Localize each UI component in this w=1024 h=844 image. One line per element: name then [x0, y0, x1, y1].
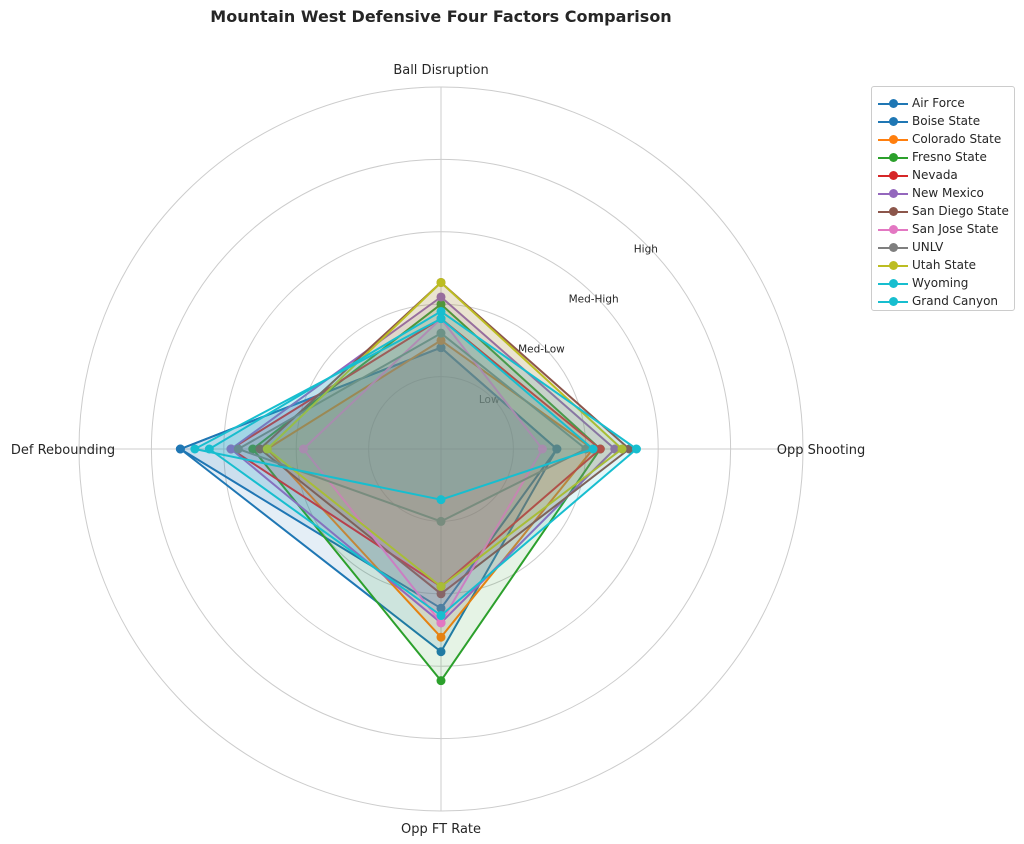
- legend-marker-icon: [878, 206, 908, 218]
- series-wyoming: [204, 306, 641, 621]
- data-point: [436, 343, 446, 353]
- legend-label: Air Force: [912, 96, 965, 110]
- axis-label-opp-shooting: Opp Shooting: [777, 443, 865, 458]
- legend-item: San Jose State: [872, 221, 1014, 239]
- data-point: [436, 647, 446, 657]
- series-area: [267, 340, 593, 638]
- legend-marker-icon: [878, 224, 908, 236]
- data-point: [233, 444, 243, 454]
- legend-item: Nevada: [872, 167, 1014, 185]
- series-area: [180, 347, 557, 652]
- legend-marker-icon: [878, 188, 908, 200]
- series-area: [267, 282, 622, 587]
- legend-item: New Mexico: [872, 185, 1014, 203]
- data-point: [436, 516, 446, 526]
- data-point: [436, 299, 446, 309]
- legend-label: San Jose State: [912, 222, 999, 236]
- legend-marker-icon: [878, 170, 908, 182]
- legend-item: Grand Canyon: [872, 293, 1014, 311]
- legend-label: Fresno State: [912, 150, 987, 164]
- legend-label: UNLV: [912, 240, 944, 254]
- axis-label-ball-disruption: Ball Disruption: [393, 63, 488, 78]
- data-point: [436, 495, 446, 505]
- legend-label: Utah State: [912, 258, 977, 272]
- legend-marker-icon: [878, 152, 908, 164]
- legend-marker-icon: [878, 242, 908, 254]
- data-point: [436, 589, 446, 599]
- legend: Air Force Boise State Colorado State Fresno…: [871, 86, 1015, 311]
- data-point: [175, 444, 185, 454]
- legend-item: UNLV: [872, 239, 1014, 257]
- series-utah-state: [262, 277, 627, 592]
- ring-label: Low: [479, 394, 500, 406]
- series-area: [231, 297, 615, 623]
- series-layer: [175, 277, 641, 686]
- legend-item: Air Force: [872, 95, 1014, 113]
- data-point: [436, 277, 446, 287]
- legend-item: Colorado State: [872, 131, 1014, 149]
- legend-marker-icon: [878, 98, 908, 110]
- data-point: [226, 444, 236, 454]
- data-point: [588, 444, 598, 454]
- data-point: [436, 618, 446, 628]
- data-point: [298, 444, 308, 454]
- chart-title: Mountain West Defensive Four Factors Com…: [210, 7, 671, 26]
- data-point: [436, 582, 446, 592]
- data-point: [624, 444, 634, 454]
- legend-label: New Mexico: [912, 186, 984, 200]
- legend-label: Grand Canyon: [912, 294, 999, 308]
- ring-label: Med-Low: [518, 344, 565, 356]
- data-point: [262, 444, 272, 454]
- data-point: [595, 444, 605, 454]
- axis-label-opp-ft-rate: Opp FT Rate: [401, 822, 481, 837]
- data-point: [537, 444, 547, 454]
- legend-marker-icon: [878, 278, 908, 290]
- legend-label: Colorado State: [912, 132, 1002, 146]
- legend-label: San Diego State: [912, 204, 1009, 218]
- data-point: [436, 314, 446, 324]
- series-area: [303, 318, 543, 623]
- series-grand-canyon: [190, 314, 598, 505]
- ring-label: High: [634, 243, 658, 255]
- legend-label: Wyoming: [912, 276, 969, 290]
- data-point: [436, 603, 446, 613]
- data-point: [255, 444, 265, 454]
- legend-item: Fresno State: [872, 149, 1014, 167]
- data-point: [610, 444, 620, 454]
- data-point: [436, 335, 446, 345]
- legend-label: Boise State: [912, 114, 981, 128]
- data-point: [617, 444, 627, 454]
- data-point: [436, 328, 446, 338]
- series-area: [252, 304, 601, 681]
- legend-item: Utah State: [872, 257, 1014, 275]
- legend-item: Boise State: [872, 113, 1014, 131]
- data-point: [436, 611, 446, 621]
- data-point: [436, 632, 446, 642]
- legend-item: San Diego State: [872, 203, 1014, 221]
- data-point: [248, 444, 258, 454]
- ring-label: Med-High: [569, 294, 619, 306]
- legend-item: Wyoming: [872, 275, 1014, 293]
- legend-marker-icon: [878, 134, 908, 146]
- legend-marker-icon: [878, 296, 908, 308]
- ring-labels: Low Med-Low Med-High High: [479, 243, 658, 405]
- data-point: [436, 292, 446, 302]
- data-point: [631, 444, 641, 454]
- data-point: [552, 444, 562, 454]
- legend-marker-icon: [878, 260, 908, 272]
- axis-labels: Ball Disruption Opp Shooting Opp FT Rate De…: [11, 63, 865, 837]
- data-point: [436, 306, 446, 316]
- axis-label-def-rebounding: Def Rebounding: [11, 443, 115, 458]
- data-point: [436, 676, 446, 686]
- legend-label: Nevada: [912, 168, 958, 182]
- data-point: [190, 444, 200, 454]
- legend-marker-icon: [878, 116, 908, 128]
